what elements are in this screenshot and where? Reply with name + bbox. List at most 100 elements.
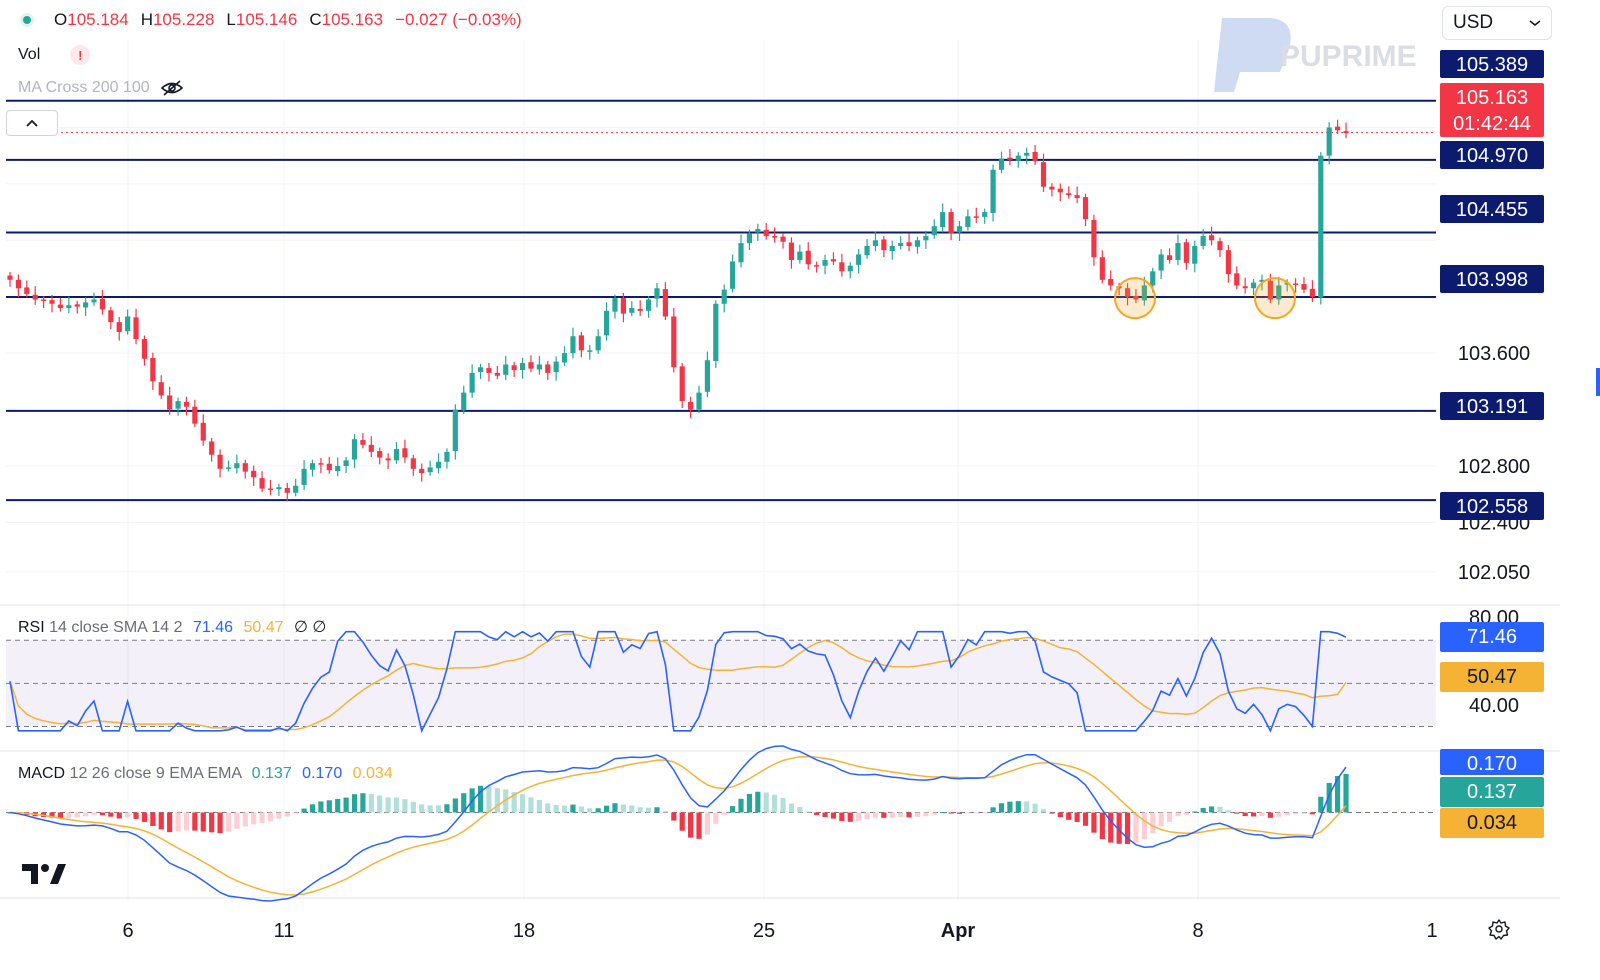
macd-histogram-bar xyxy=(1301,812,1307,814)
candle-body xyxy=(225,467,232,469)
level-price-tag-text: 104.455 xyxy=(1456,199,1528,221)
price-axis-tick-label: 103.600 xyxy=(1458,343,1530,365)
macd-histogram-bar xyxy=(881,812,887,818)
macd-histogram-bar xyxy=(814,812,820,816)
macd-histogram-bar xyxy=(948,812,954,814)
macd-histogram-bar xyxy=(301,808,307,813)
candle-body xyxy=(1082,197,1089,220)
rsi-visibility-icons[interactable]: ∅ ∅ xyxy=(294,619,327,636)
candle-body xyxy=(1309,288,1315,297)
chevron-up-icon xyxy=(26,119,38,127)
candle-body xyxy=(940,212,946,228)
candle-body xyxy=(587,350,593,352)
candle-body xyxy=(7,275,13,280)
level-price-tag xyxy=(1440,492,1544,520)
macd-histogram-bar xyxy=(192,812,198,831)
macd-histogram-bar xyxy=(360,793,366,813)
candle-body xyxy=(410,458,416,469)
candle-body xyxy=(629,308,635,313)
macd-histogram-bar xyxy=(486,786,492,813)
ma-cross-legend[interactable]: MA Cross 200 100 xyxy=(18,79,184,97)
candle-body xyxy=(377,451,383,458)
candle-body xyxy=(1326,127,1332,156)
macd-histogram-bar xyxy=(318,801,324,813)
currency-value: USD xyxy=(1453,12,1494,33)
candle-body xyxy=(1200,236,1206,246)
macd-label: MACD xyxy=(18,765,66,782)
candle-body xyxy=(141,339,148,359)
macd-histogram-bar xyxy=(679,812,685,831)
currency-select[interactable]: USD xyxy=(1442,6,1552,40)
candle-body xyxy=(83,302,89,308)
level-price-tag xyxy=(1440,141,1544,169)
level-price-tag xyxy=(1440,265,1544,293)
candle-body xyxy=(133,317,139,340)
macd-histogram-bar xyxy=(545,803,551,813)
macd-histogram-bar xyxy=(1183,812,1189,815)
warning-icon[interactable]: ! xyxy=(70,45,91,65)
candle-body xyxy=(1250,282,1257,289)
macd-histogram-bar xyxy=(898,812,904,818)
candle-body xyxy=(150,357,156,382)
candle-body xyxy=(654,288,660,299)
candle-body xyxy=(1292,283,1299,285)
candle-body xyxy=(545,364,551,373)
volume-legend[interactable]: Vol ! xyxy=(18,45,91,65)
candle-body xyxy=(1183,242,1189,263)
candle-body xyxy=(477,367,484,373)
hidden-eye-icon[interactable] xyxy=(160,79,184,97)
settings-gear-icon[interactable] xyxy=(1488,918,1510,940)
macd-histogram-bar xyxy=(998,803,1005,813)
candle-body xyxy=(772,236,778,238)
macd-histogram-bar xyxy=(175,812,181,832)
macd-histogram-bar xyxy=(385,797,391,813)
candle-body xyxy=(66,305,72,309)
rsi-legend[interactable]: RSI 14 close SMA 14 2 71.46 50.47 ∅ ∅ xyxy=(18,617,326,637)
macd-histogram-bar xyxy=(393,797,400,813)
scroll-indicator xyxy=(1596,368,1600,396)
macd-histogram-bar xyxy=(444,804,450,813)
macd-histogram-bar xyxy=(1284,812,1290,816)
candle-body xyxy=(1024,152,1030,156)
candle-body xyxy=(528,362,534,369)
macd-histogram-bar xyxy=(49,812,55,818)
candle-body xyxy=(368,444,374,452)
candle-body xyxy=(906,242,912,246)
candle-body xyxy=(402,448,408,458)
status-dot-icon xyxy=(20,13,34,27)
candle-body xyxy=(511,365,517,371)
candle-body xyxy=(326,463,332,471)
macd-histogram-bar xyxy=(595,808,601,813)
candle-body xyxy=(822,260,828,266)
price-axis-tick-label: 102.800 xyxy=(1458,456,1530,478)
candle-body xyxy=(360,440,366,445)
candle-body xyxy=(1057,188,1063,193)
macd-histogram-bar xyxy=(511,792,517,813)
macd-histogram-bar xyxy=(553,804,559,813)
collapse-legend-button[interactable] xyxy=(6,110,58,136)
highlight-low-circle xyxy=(1114,277,1156,320)
macd-histogram-bar xyxy=(1057,812,1063,818)
ohlc-low: L105.146 xyxy=(226,10,298,29)
macd-legend[interactable]: MACD 12 26 close 9 EMA EMA 0.137 0.170 0… xyxy=(18,765,393,783)
macd-hist-tag xyxy=(1440,777,1544,807)
current-price-tag-text: 105.163 xyxy=(1456,87,1528,109)
candle-body xyxy=(755,229,761,233)
macd-histogram-bar xyxy=(74,812,80,818)
macd-histogram-bar xyxy=(1024,801,1030,813)
tradingview-logo-icon[interactable] xyxy=(22,862,66,886)
macd-histogram-bar xyxy=(1267,812,1273,818)
candle-body xyxy=(1284,282,1290,285)
candle-body xyxy=(1066,193,1072,196)
candle-body xyxy=(99,298,106,310)
macd-histogram-bar xyxy=(1208,806,1215,813)
ma-cross-label: MA Cross 200 100 xyxy=(18,79,150,96)
candle-body xyxy=(805,250,811,265)
macd-histogram-bar xyxy=(603,805,610,813)
candle-body xyxy=(1124,288,1131,297)
rsi-params: 14 close SMA 14 2 xyxy=(49,619,183,636)
macd-histogram-bar xyxy=(654,807,660,813)
macd-histogram-bar xyxy=(1082,812,1089,826)
candle-body xyxy=(1007,157,1013,160)
